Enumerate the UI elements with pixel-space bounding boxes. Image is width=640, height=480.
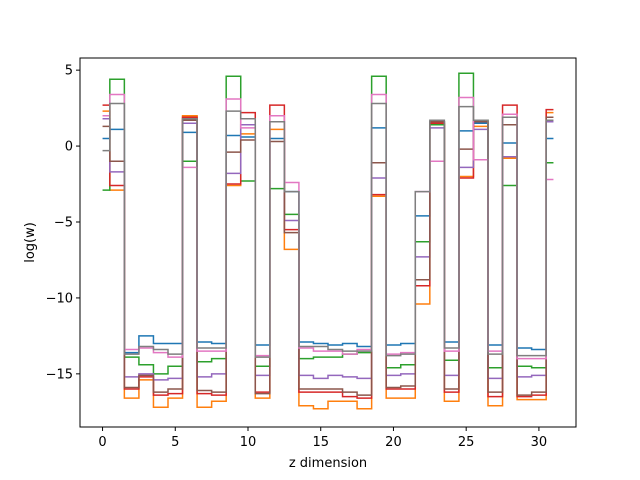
y-tick-label: −5 <box>54 216 73 231</box>
y-tick-label: 5 <box>65 64 73 79</box>
x-tick-label: 30 <box>531 435 548 450</box>
series-line-5 <box>102 117 554 381</box>
x-tick-label: 0 <box>98 435 106 450</box>
y-axis-label: log(w) <box>23 222 38 263</box>
series-layer <box>102 72 554 410</box>
y-tick-label: 0 <box>65 140 73 155</box>
series-line-8 <box>102 102 554 358</box>
x-axis-label: z dimension <box>289 456 367 471</box>
x-tick-label: 10 <box>240 435 257 450</box>
y-tick-label: −15 <box>46 367 73 382</box>
y-axis: 5 0 −5 −10 −15 <box>46 64 80 382</box>
y-tick-label: −10 <box>46 291 73 306</box>
x-axis: 0 5 10 15 20 25 30 <box>98 427 547 450</box>
series-line-7 <box>102 93 554 360</box>
x-tick-label: 20 <box>385 435 402 450</box>
series-line-6 <box>102 116 554 396</box>
x-tick-label: 25 <box>458 435 475 450</box>
plot-frame <box>79 57 577 428</box>
x-tick-label: 15 <box>312 435 329 450</box>
x-tick-label: 5 <box>171 435 179 450</box>
